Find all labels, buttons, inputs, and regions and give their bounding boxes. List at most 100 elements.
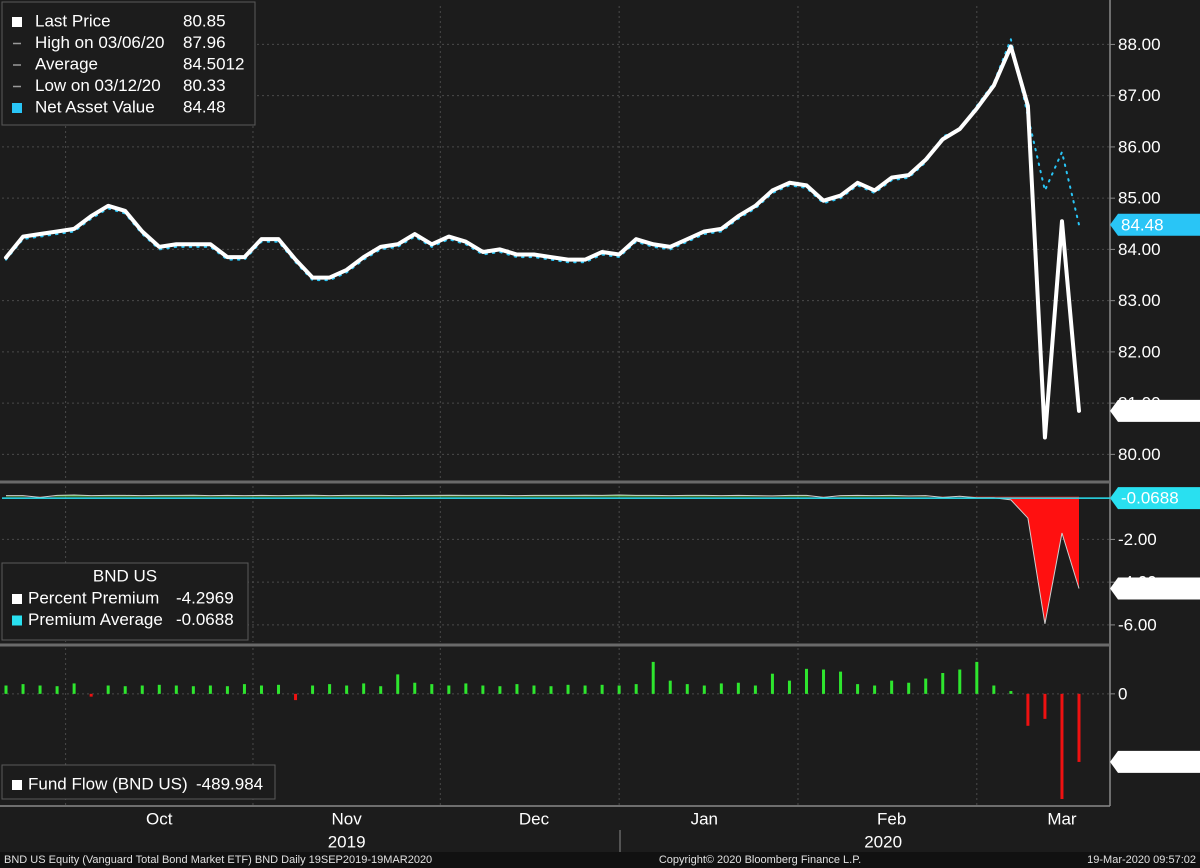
flow-bar — [430, 684, 434, 694]
value-tag — [1110, 399, 1200, 422]
flow-bar — [822, 669, 826, 694]
legend-swatch — [12, 780, 22, 790]
flow-bar — [753, 685, 757, 694]
x-tick-label: Oct — [146, 809, 173, 828]
flow-bar — [532, 685, 536, 694]
flow-bar — [174, 685, 178, 694]
legend-value: 80.85 — [183, 11, 226, 30]
legend-box — [1, 1, 256, 126]
footer-bar — [0, 852, 1200, 868]
legend-value: 84.5012 — [183, 54, 244, 73]
flow-bar — [804, 668, 808, 694]
flow-bar — [890, 680, 894, 694]
y-tick-label: 86.00 — [1118, 137, 1161, 156]
legend-label: Percent Premium — [28, 588, 159, 607]
flow-bar — [311, 685, 315, 694]
legend-swatch — [12, 615, 22, 626]
legend-swatch — [12, 594, 22, 604]
value-tag-label: -489.984 — [1121, 752, 1188, 771]
flow-bar — [362, 683, 366, 694]
flow-bar — [106, 685, 110, 694]
legend-label: High on 03/06/20 — [35, 33, 165, 52]
x-group-label: 2020 — [864, 832, 902, 851]
value-tag-label: -4.2969 — [1121, 579, 1179, 598]
flow-bar — [38, 685, 42, 694]
flow-bar — [566, 684, 570, 694]
flow-bar — [21, 684, 25, 694]
flow-bar — [975, 661, 979, 694]
flow-bar — [907, 682, 911, 694]
y-tick-label: 85.00 — [1118, 189, 1161, 208]
flow-bar — [89, 693, 93, 697]
flow-bar — [685, 684, 689, 694]
value-tag-label: 80.85 — [1121, 401, 1164, 420]
flow-bar — [191, 686, 195, 694]
flow-bar — [464, 683, 468, 694]
legend-swatch — [12, 103, 22, 113]
legend-box — [1, 562, 249, 641]
flow-bar — [839, 671, 843, 694]
legend-value: 87.96 — [183, 33, 226, 52]
value-tag — [1110, 487, 1200, 510]
y-tick-label: 84.00 — [1118, 240, 1161, 259]
value-tag — [1110, 577, 1200, 600]
y-tick-label: 87.00 — [1118, 86, 1161, 105]
legend-label: Last Price — [35, 11, 111, 30]
flow-bar — [702, 685, 706, 694]
legend-label: Premium Average — [28, 610, 163, 629]
y-tick-label: 0 — [1118, 684, 1127, 703]
flow-bar — [277, 684, 281, 694]
legend-label: Average — [35, 54, 98, 73]
flow-bar — [225, 686, 229, 694]
flow-bar — [873, 685, 877, 694]
x-group-label: 2019 — [328, 832, 366, 851]
flow-bar — [328, 684, 332, 694]
flow-bar — [736, 682, 740, 694]
flow-bar — [379, 686, 383, 694]
flow-bar — [1077, 693, 1081, 762]
flow-bar — [498, 686, 502, 694]
legend-label: Low on 03/12/20 — [35, 76, 161, 95]
flow-bar — [157, 684, 161, 694]
legend-value: -4.2969 — [176, 588, 234, 607]
y-tick-label: 88.00 — [1118, 35, 1161, 54]
legend-box — [1, 764, 276, 800]
footer-left: BND US Equity (Vanguard Total Bond Marke… — [4, 854, 432, 866]
flow-bar — [600, 684, 604, 694]
flow-bar — [958, 669, 962, 694]
value-tag — [1110, 750, 1200, 773]
x-tick-label: Nov — [332, 809, 363, 828]
value-tag-label: 84.48 — [1121, 215, 1164, 234]
flow-bar — [259, 685, 263, 694]
x-tick-label: Mar — [1047, 809, 1077, 828]
flow-bar — [345, 685, 349, 694]
flow-bar — [856, 684, 860, 694]
x-tick-label: Jan — [691, 809, 718, 828]
flow-bar — [634, 684, 638, 694]
y-tick-label: 80.00 — [1118, 445, 1161, 464]
x-tick-label: Feb — [877, 809, 906, 828]
flow-bar — [413, 682, 417, 694]
flow-bar — [55, 686, 59, 694]
flow-bar — [4, 685, 8, 694]
flow-bar — [208, 685, 212, 694]
value-tag — [1110, 213, 1200, 236]
premium-line — [6, 494, 1080, 624]
flow-bar — [583, 685, 587, 694]
y-tick-label: -6.00 — [1118, 615, 1157, 634]
y-tick-label: -2.00 — [1118, 530, 1157, 549]
flow-bar — [992, 685, 996, 694]
flow-bar — [941, 673, 945, 694]
footer-right: 19-Mar-2020 09:57:02 — [1087, 854, 1196, 866]
y-tick-label: 82.00 — [1118, 342, 1161, 361]
legend-title: BND US — [93, 566, 157, 585]
flow-bar — [396, 674, 400, 694]
flow-bar — [123, 686, 127, 694]
price-line — [4, 44, 1081, 440]
flow-bar — [481, 685, 485, 694]
footer-center: Copyright© 2020 Bloomberg Finance L.P. — [659, 854, 861, 866]
x-tick-label: Dec — [519, 809, 550, 828]
flow-bar — [515, 684, 519, 694]
flow-bar — [72, 683, 76, 694]
